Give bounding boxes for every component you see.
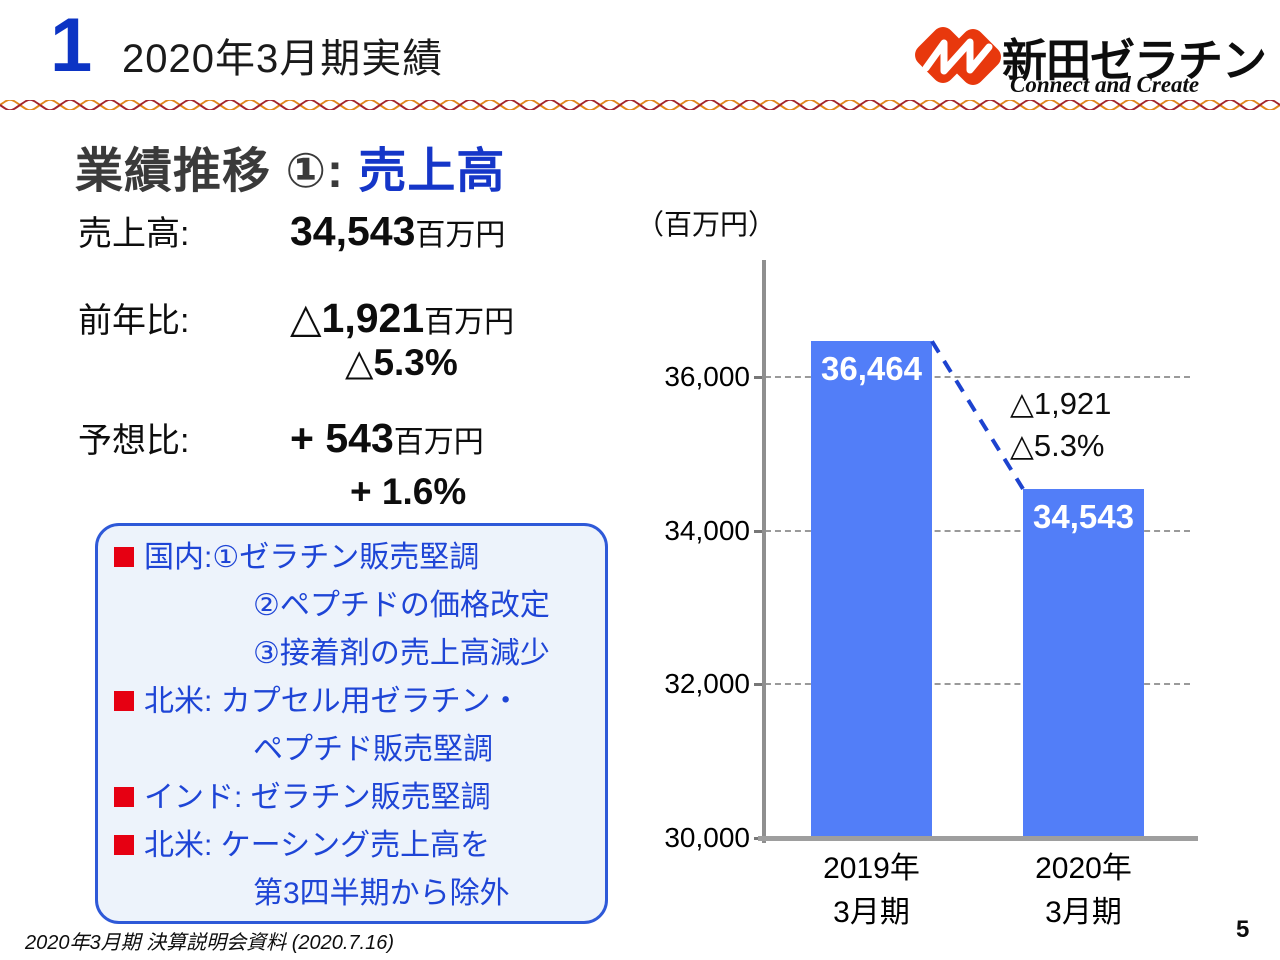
y-tick-mark: [754, 683, 765, 687]
note-text: ②ペプチドの価格改定: [253, 589, 550, 622]
logo-mark-icon: [915, 27, 1001, 85]
note-line: 国内:①ゼラチン販売堅調: [114, 534, 605, 582]
stat-unit: 百万円: [424, 306, 515, 339]
bar: 36,464: [811, 341, 932, 838]
y-tick-mark: [754, 376, 765, 379]
page-number: 5: [1236, 916, 1250, 943]
page-title-prefix: 業績推移 ①:: [75, 145, 344, 198]
x-category-label: 2020年 3月期: [1035, 852, 1132, 929]
notes-box: 国内:①ゼラチン販売堅調 ②ペプチドの価格改定 ③接着剤の売上高減少 北米: カ…: [95, 523, 608, 924]
stat-value: △1,921: [290, 295, 425, 341]
chart-unit-label: （百万円）: [636, 209, 777, 240]
annotation-delta-value: △1,921: [1010, 386, 1112, 421]
stat-label: 前年比:: [78, 302, 190, 340]
note-line: ③接着剤の売上高減少: [114, 630, 605, 678]
stat-value: 34,543: [290, 208, 416, 254]
stat-row: 予想比: + 543百万円: [78, 413, 484, 462]
note-line: ②ペプチドの価格改定: [114, 582, 605, 630]
stat-unit: 百万円: [415, 219, 506, 252]
bullet-icon: [114, 787, 134, 807]
page-title-highlight: 売上高: [358, 145, 506, 198]
logo-tagline: Connect and Create: [1010, 72, 1200, 97]
stat-value: + 543: [290, 415, 394, 461]
page-header-title: 2020年3月期実績: [122, 37, 444, 81]
y-tick-label: 30,000: [664, 822, 750, 853]
note-text: 北米: ケーシング売上高を: [144, 829, 491, 862]
note-line: ペプチド販売堅調: [114, 726, 605, 774]
chart-plot: △1,921 △5.3% 36,000 34,000 32,000 30,000 36,…: [630, 195, 1240, 955]
stat-label: 売上高:: [78, 215, 190, 253]
stat-unit: 百万円: [393, 426, 484, 459]
logo-company-name: 新田ゼラチン: [1002, 35, 1267, 86]
bar: 34,543: [1023, 488, 1144, 838]
stat-label: 予想比:: [78, 422, 190, 460]
decorative-braid-divider: [0, 100, 1280, 110]
stat-sub-value: △5.3%: [345, 342, 458, 383]
bullet-icon: [114, 691, 134, 711]
note-line: インド: ゼラチン販売堅調: [114, 774, 605, 822]
y-tick-label: 36,000: [664, 361, 750, 392]
stat-row: 売上高: 34,543百万円: [78, 206, 505, 255]
note-text: ③接着剤の売上高減少: [253, 637, 550, 670]
y-tick-label: 32,000: [664, 668, 750, 700]
bullet-icon: [114, 835, 134, 855]
page-title: 業績推移 ①: 売上高: [75, 131, 505, 201]
bar-value-label: 34,543: [1033, 497, 1134, 535]
gridline: [765, 683, 1190, 686]
bullet-icon: [114, 547, 134, 567]
stat-row: 前年比: △1,921百万円: [78, 293, 514, 342]
annotation-delta-percent: △5.3%: [1010, 428, 1105, 463]
note-line: 北米: カプセル用ゼラチン・: [114, 678, 605, 726]
y-axis-line: [762, 260, 766, 843]
sales-bar-chart: （百万円） △1,921 △5.3% 36,000 34,000 32,000 30,…: [630, 195, 1240, 955]
bar-value-label: 36,464: [821, 350, 922, 388]
note-line: 第3四半期から除外: [114, 870, 605, 918]
note-text: インド: ゼラチン販売堅調: [144, 781, 491, 814]
y-tick-label: 34,000: [664, 514, 750, 546]
note-text: 第3四半期から除外: [253, 877, 510, 910]
note-text: 北米: カプセル用ゼラチン・: [144, 685, 521, 718]
y-tick-mark: [754, 529, 765, 533]
x-category-label: 2019年 3月期: [823, 852, 920, 929]
gridline: [765, 529, 1190, 532]
note-line: 北米: ケーシング売上高を: [114, 822, 605, 870]
note-text: 国内:①ゼラチン販売堅調: [144, 541, 480, 574]
section-number: 1: [50, 3, 93, 88]
chart-annotation: △1,921 △5.3%: [1010, 383, 1111, 467]
stat-sub-value: + 1.6%: [350, 471, 467, 512]
footer-source: 2020年3月期 決算説明会資料 (2020.7.16): [25, 932, 395, 954]
note-text: ペプチド販売堅調: [253, 733, 493, 766]
x-axis-line: [758, 836, 1198, 841]
